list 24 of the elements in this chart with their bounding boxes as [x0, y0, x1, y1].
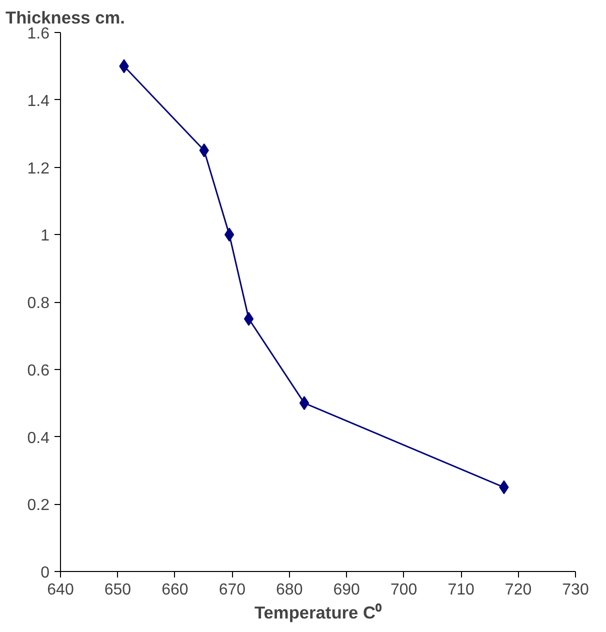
y-tick-label: 1.4 [27, 92, 50, 110]
x-axis-title: Temperature C⁰ [254, 602, 383, 622]
x-tick-label: 640 [47, 582, 74, 598]
x-tick-label: 730 [562, 582, 589, 598]
y-tick-label: 1.6 [27, 26, 50, 42]
x-tick-label: 680 [276, 582, 303, 598]
x-tick-label: 670 [218, 582, 246, 598]
point [224, 228, 234, 242]
x-tick-label: 720 [504, 582, 532, 598]
y-axis-title: Thickness cm. [6, 8, 125, 28]
x-tick-label: 710 [448, 582, 475, 598]
y-tick-label: 0.2 [27, 497, 50, 514]
point [299, 396, 310, 410]
x-tick-label: 660 [162, 582, 188, 598]
y-tick-label: 0.8 [27, 295, 50, 312]
x-tick-label: 690 [333, 582, 360, 598]
point [244, 312, 254, 326]
x-tick-label: 700 [390, 582, 418, 598]
y-tick-label: 0.4 [27, 430, 50, 447]
y-tick-label: 1 [40, 228, 50, 245]
x-tick-label: 650 [104, 582, 132, 598]
y-tick-label: 0 [40, 564, 50, 582]
y-tick-label: 1.2 [27, 160, 50, 178]
y-tick-label: 0.6 [27, 362, 50, 380]
